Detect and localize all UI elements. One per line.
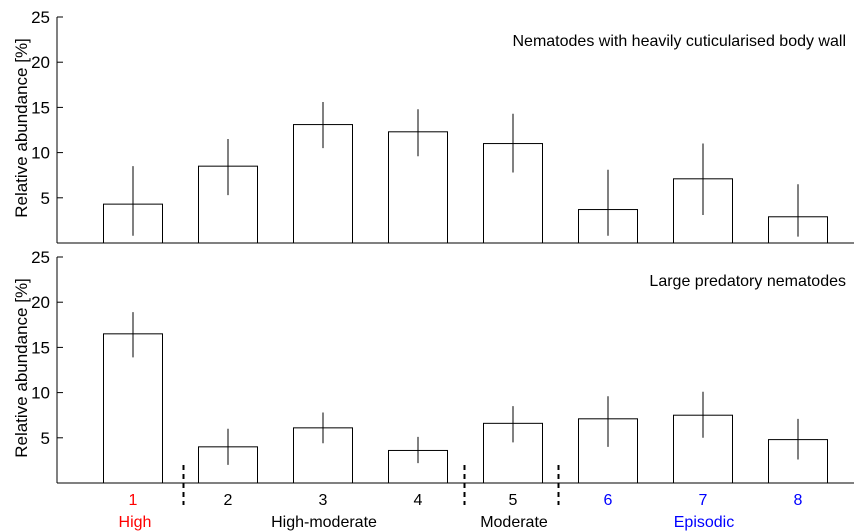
bottom-panel-title: Large predatory nematodes (649, 273, 846, 290)
category-label: 1 (129, 492, 138, 509)
group-label-moderate: Moderate (480, 514, 548, 531)
category-label: 7 (699, 492, 708, 509)
bottom-bar (103, 333, 163, 484)
group-label-high: High (119, 514, 152, 531)
top-panel-ylabel: Relative abundance [%] (12, 38, 31, 218)
top-panel: Nematodes with heavily cuticularised bod… (12, 8, 854, 244)
category-label: 8 (794, 492, 803, 509)
bottom-y-tick-label: 5 (41, 429, 50, 448)
bottom-y-tick-label: 20 (31, 293, 50, 312)
bottom-y-tick-label: 10 (31, 384, 50, 403)
top-y-tick-label: 15 (31, 98, 50, 117)
bottom-y-tick-label: 15 (31, 338, 50, 357)
bottom-y-tick-label: 25 (31, 248, 50, 267)
category-label: 5 (509, 492, 518, 509)
group-labels: High High-moderate Moderate Episodic (119, 514, 735, 531)
bottom-panel-ylabel: Relative abundance [%] (12, 278, 31, 458)
top-y-tick-label: 20 (31, 53, 50, 72)
bottom-panel: Large predatory nematodes Relative abund… (12, 248, 854, 484)
category-label: 4 (414, 492, 423, 509)
top-y-tick-label: 10 (31, 144, 50, 163)
group-label-episodic: Episodic (674, 514, 734, 531)
category-label: 2 (224, 492, 233, 509)
category-label: 6 (604, 492, 613, 509)
top-y-tick-label: 25 (31, 8, 50, 27)
top-panel-title: Nematodes with heavily cuticularised bod… (513, 33, 847, 50)
top-y-tick-label: 5 (41, 189, 50, 208)
category-label: 3 (319, 492, 328, 509)
group-label-high-moderate: High-moderate (271, 514, 377, 531)
